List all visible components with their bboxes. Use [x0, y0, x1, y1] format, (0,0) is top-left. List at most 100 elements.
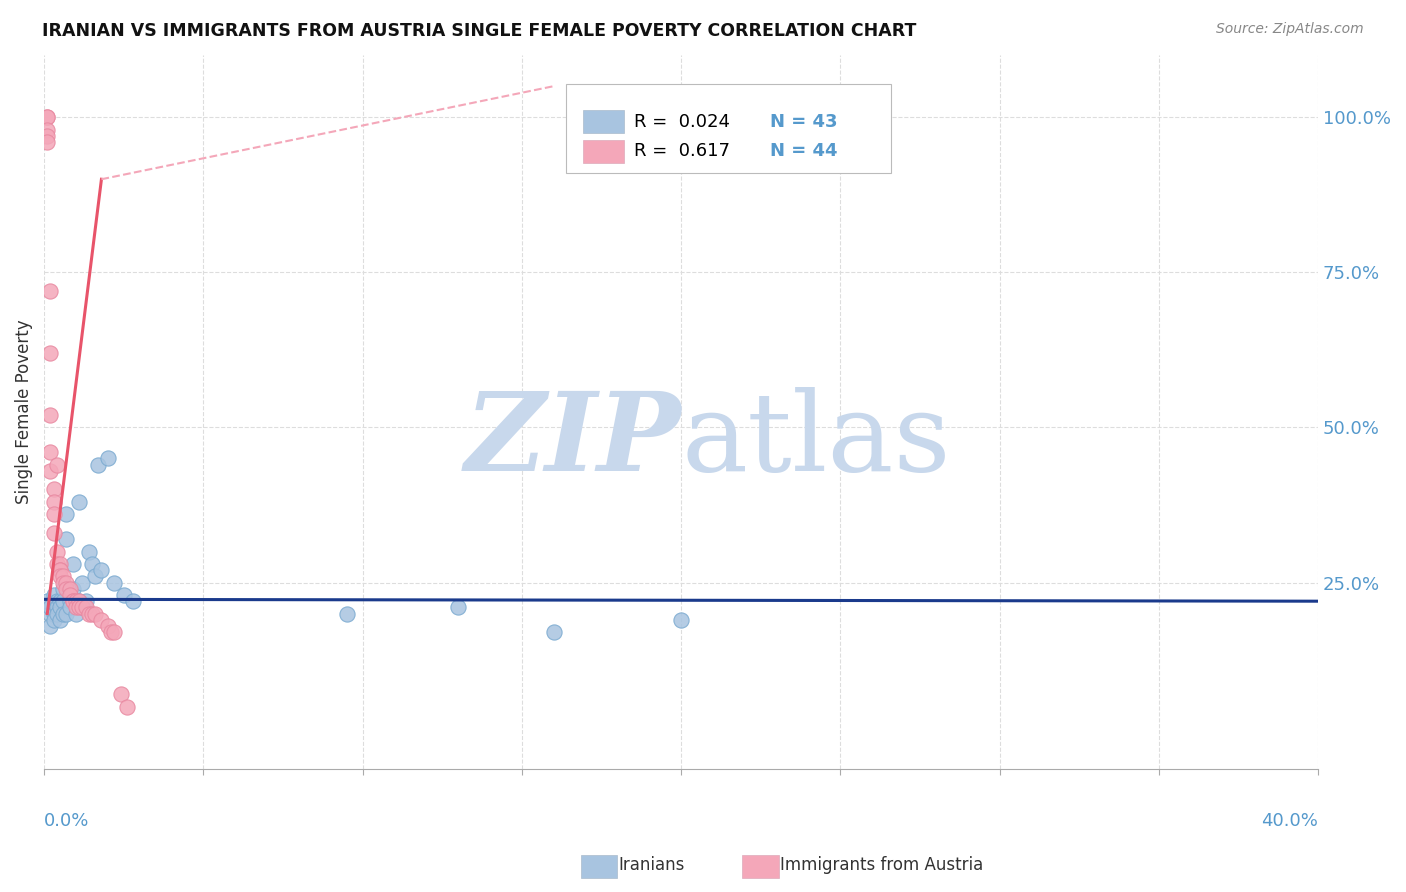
- Point: [62, 557, 84, 571]
- Point: [52, 582, 75, 596]
- Point: [87, 458, 110, 472]
- Point: [97, 619, 120, 633]
- Point: [37, 128, 59, 143]
- Point: [37, 594, 59, 608]
- Point: [45, 600, 67, 615]
- Point: [42, 613, 65, 627]
- Point: [37, 135, 59, 149]
- Text: IRANIAN VS IMMIGRANTS FROM AUSTRIA SINGLE FEMALE POVERTY CORRELATION CHART: IRANIAN VS IMMIGRANTS FROM AUSTRIA SINGL…: [42, 22, 917, 40]
- Point: [39, 607, 62, 621]
- FancyBboxPatch shape: [583, 140, 624, 163]
- Point: [39, 346, 62, 360]
- Point: [100, 625, 122, 640]
- Point: [37, 110, 59, 124]
- Point: [65, 600, 87, 615]
- Point: [58, 588, 80, 602]
- Point: [80, 557, 103, 571]
- Point: [45, 544, 67, 558]
- FancyBboxPatch shape: [583, 110, 624, 133]
- Y-axis label: Single Female Poverty: Single Female Poverty: [15, 319, 32, 504]
- Point: [49, 563, 72, 577]
- Text: Iranians: Iranians: [619, 856, 685, 874]
- Point: [55, 508, 77, 522]
- Point: [49, 557, 72, 571]
- Point: [543, 625, 565, 640]
- Point: [45, 458, 67, 472]
- Point: [84, 569, 107, 583]
- Point: [45, 557, 67, 571]
- Point: [49, 594, 72, 608]
- Point: [39, 408, 62, 422]
- Point: [65, 594, 87, 608]
- Point: [447, 600, 470, 615]
- Point: [75, 594, 97, 608]
- Point: [84, 607, 107, 621]
- Point: [62, 594, 84, 608]
- Point: [90, 563, 112, 577]
- Point: [42, 495, 65, 509]
- Point: [52, 594, 75, 608]
- Point: [39, 619, 62, 633]
- Point: [49, 569, 72, 583]
- Point: [75, 600, 97, 615]
- FancyBboxPatch shape: [567, 84, 891, 173]
- Point: [42, 588, 65, 602]
- Point: [80, 607, 103, 621]
- Point: [49, 563, 72, 577]
- Point: [52, 607, 75, 621]
- Point: [39, 600, 62, 615]
- Point: [110, 687, 132, 701]
- Point: [72, 600, 94, 615]
- Point: [37, 110, 59, 124]
- Point: [49, 600, 72, 615]
- Point: [39, 464, 62, 478]
- Point: [62, 582, 84, 596]
- Point: [39, 284, 62, 298]
- Point: [65, 607, 87, 621]
- Point: [39, 445, 62, 459]
- Text: R =  0.024: R = 0.024: [634, 112, 730, 130]
- Point: [42, 525, 65, 540]
- Point: [55, 607, 77, 621]
- Point: [336, 607, 359, 621]
- Point: [72, 575, 94, 590]
- Point: [45, 594, 67, 608]
- Text: Immigrants from Austria: Immigrants from Austria: [780, 856, 984, 874]
- Point: [42, 508, 65, 522]
- Text: ZIP: ZIP: [464, 387, 681, 494]
- Point: [67, 594, 90, 608]
- Text: N = 43: N = 43: [770, 112, 838, 130]
- Point: [62, 594, 84, 608]
- Point: [122, 594, 145, 608]
- Point: [65, 594, 87, 608]
- Text: N = 44: N = 44: [770, 143, 838, 161]
- Point: [77, 544, 100, 558]
- Point: [42, 483, 65, 497]
- Point: [112, 588, 135, 602]
- Point: [103, 575, 125, 590]
- Point: [37, 122, 59, 136]
- Point: [58, 600, 80, 615]
- Text: R =  0.617: R = 0.617: [634, 143, 730, 161]
- Point: [55, 532, 77, 546]
- Text: 0.0%: 0.0%: [44, 812, 90, 830]
- Text: Source: ZipAtlas.com: Source: ZipAtlas.com: [1216, 22, 1364, 37]
- Point: [49, 613, 72, 627]
- Point: [115, 699, 138, 714]
- Point: [55, 575, 77, 590]
- Text: atlas: atlas: [681, 387, 950, 494]
- Point: [45, 607, 67, 621]
- Point: [58, 582, 80, 596]
- Point: [103, 625, 125, 640]
- Point: [90, 613, 112, 627]
- Point: [67, 495, 90, 509]
- Point: [52, 575, 75, 590]
- Point: [77, 607, 100, 621]
- Point: [58, 594, 80, 608]
- Point: [42, 607, 65, 621]
- Text: 40.0%: 40.0%: [1261, 812, 1319, 830]
- Point: [52, 569, 75, 583]
- Point: [97, 451, 120, 466]
- Point: [669, 613, 692, 627]
- Point: [55, 582, 77, 596]
